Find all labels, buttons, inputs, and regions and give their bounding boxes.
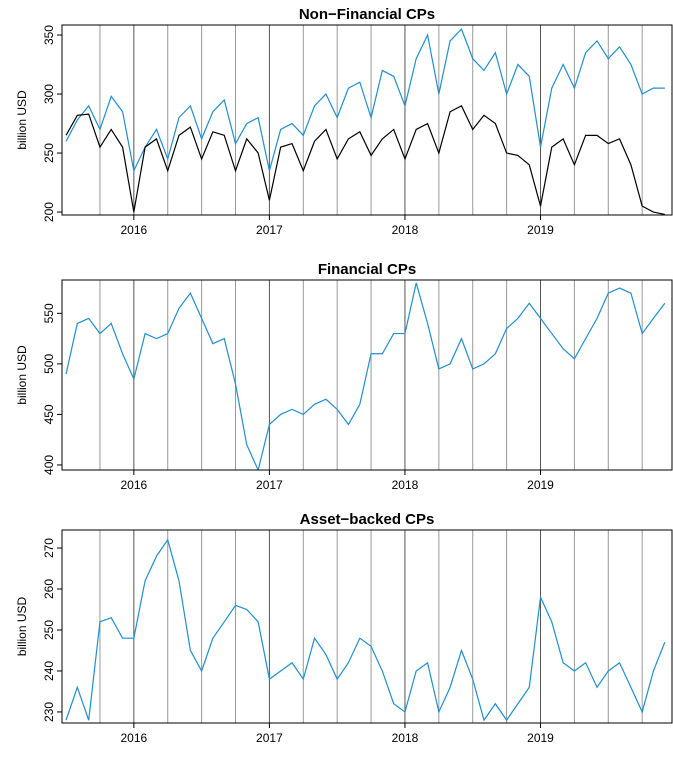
y-tick-label: 230 [42, 702, 56, 722]
series-line [65, 105, 665, 215]
plot-area [65, 530, 666, 723]
y-axis-label: billion USD [15, 345, 29, 405]
y-tick-label: 200 [42, 202, 56, 222]
x-tick-label: 2016 [120, 478, 147, 492]
x-tick-label: 2019 [527, 478, 554, 492]
series-line [65, 28, 665, 173]
plot-frame [61, 279, 673, 471]
chart-title: Financial CPs [318, 261, 416, 278]
plot-area [65, 25, 665, 215]
x-tick-label: 2016 [120, 731, 147, 745]
y-tick-label: 270 [42, 538, 56, 558]
y-tick-label: 260 [42, 579, 56, 599]
y-tick-label: 300 [42, 84, 56, 104]
y-tick-label: 550 [42, 303, 56, 323]
x-tick-label: 2017 [256, 223, 283, 237]
y-axis-label: billion USD [15, 596, 29, 656]
plot-frame [61, 24, 673, 216]
x-tick-label: 2018 [392, 731, 419, 745]
plot-frame [61, 529, 673, 724]
x-tick-label: 2019 [527, 223, 554, 237]
x-tick-label: 2018 [392, 223, 419, 237]
chart-title: Non−Financial CPs [299, 6, 435, 23]
x-tick-label: 2017 [256, 731, 283, 745]
y-tick-label: 400 [42, 455, 56, 475]
y-tick-label: 250 [42, 620, 56, 640]
y-tick-label: 450 [42, 404, 56, 424]
series-line [65, 282, 666, 470]
plot-area [65, 280, 666, 470]
x-tick-label: 2017 [256, 478, 283, 492]
y-tick-label: 240 [42, 661, 56, 681]
chart-title: Asset−backed CPs [300, 511, 435, 528]
x-tick-label: 2019 [527, 731, 554, 745]
x-tick-label: 2018 [392, 478, 419, 492]
y-tick-label: 350 [42, 25, 56, 45]
series-line [65, 538, 666, 722]
x-tick-label: 2016 [120, 223, 147, 237]
y-tick-label: 250 [42, 143, 56, 163]
y-tick-label: 500 [42, 354, 56, 374]
y-axis-label: billion USD [15, 90, 29, 150]
